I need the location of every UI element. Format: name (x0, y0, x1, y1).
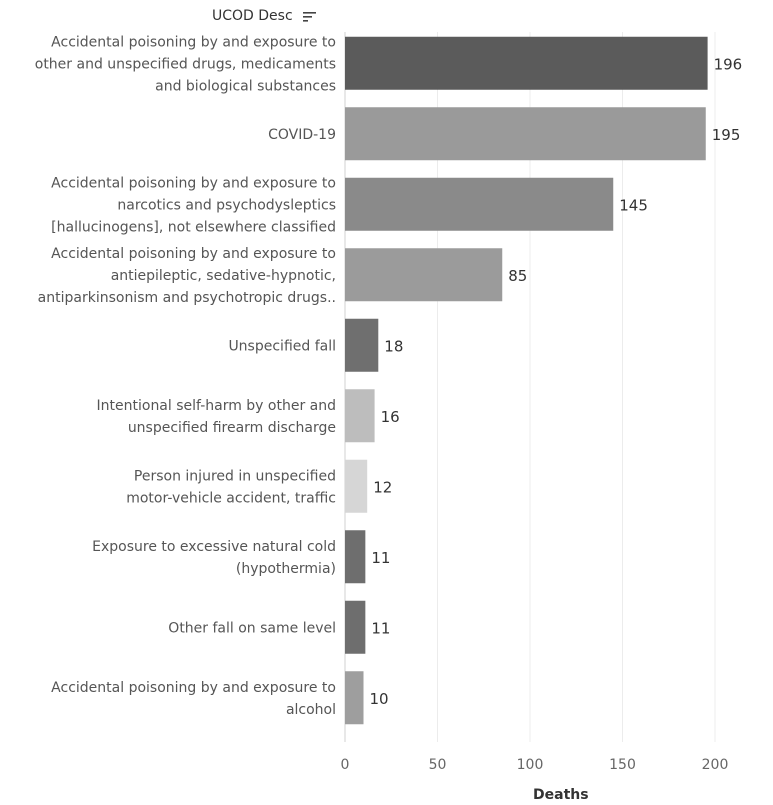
category-label: COVID-19 (268, 127, 336, 143)
category-label: Accidental poisoning by and exposure to (51, 246, 336, 262)
category-label: Accidental poisoning by and exposure to (51, 34, 336, 50)
x-tick-label: 200 (702, 757, 729, 773)
bar[interactable] (345, 459, 368, 513)
category-label: other and unspecified drugs, medicaments (35, 56, 336, 72)
data-label: 16 (381, 408, 400, 426)
category-label: alcohol (286, 702, 336, 718)
data-label: 196 (714, 55, 743, 73)
category-label: (hypothermia) (236, 561, 336, 577)
data-label: 11 (371, 549, 390, 567)
x-axis-title: Deaths (533, 787, 589, 803)
category-label: Accidental poisoning by and exposure to (51, 680, 336, 696)
data-label: 145 (619, 196, 648, 214)
sort-descending-icon[interactable] (303, 11, 317, 23)
data-label: 10 (370, 690, 389, 708)
data-label: 85 (508, 267, 527, 285)
data-label: 195 (712, 126, 741, 144)
bar[interactable] (345, 36, 708, 90)
y-header: UCOD Desc (212, 8, 293, 24)
bar[interactable] (345, 671, 364, 725)
category-label: [hallucinogens], not elsewhere classifie… (51, 219, 336, 235)
category-label: narcotics and psychodysleptics (117, 197, 336, 213)
bar[interactable] (345, 107, 706, 161)
x-tick-label: 0 (341, 757, 350, 773)
bar[interactable] (345, 389, 375, 443)
bar[interactable] (345, 318, 379, 372)
bar[interactable] (345, 248, 503, 302)
category-label: Person injured in unspecified (134, 468, 336, 484)
bar[interactable] (345, 600, 366, 654)
x-tick-label: 50 (429, 757, 447, 773)
category-label: Unspecified fall (228, 338, 336, 354)
category-label: and biological substances (155, 78, 336, 94)
bar[interactable] (345, 530, 366, 584)
x-tick-label: 150 (609, 757, 636, 773)
category-label: antiparkinsonism and psychotropic drugs.… (38, 290, 336, 306)
data-label: 12 (373, 478, 392, 496)
data-label: 11 (371, 619, 390, 637)
category-label: Other fall on same level (168, 620, 336, 636)
category-label: Exposure to excessive natural cold (92, 539, 336, 555)
category-label: antiepileptic, sedative-hypnotic, (111, 268, 336, 284)
x-tick-label: 100 (517, 757, 544, 773)
category-label: Intentional self-harm by other and (97, 398, 336, 414)
category-label: motor-vehicle accident, traffic (126, 490, 336, 506)
category-label: unspecified firearm discharge (128, 420, 336, 436)
category-label: Accidental poisoning by and exposure to (51, 175, 336, 191)
bar[interactable] (345, 177, 614, 231)
data-label: 18 (384, 337, 403, 355)
